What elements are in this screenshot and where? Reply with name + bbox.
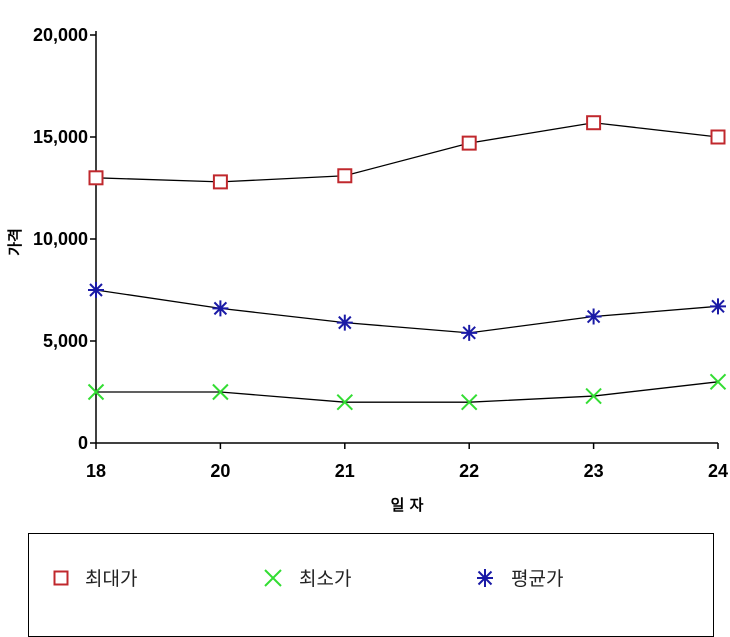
data-point-x bbox=[460, 393, 478, 411]
y-tick-label: 10,000 bbox=[33, 229, 88, 249]
legend-item-max: 최대가 bbox=[53, 564, 137, 591]
legend-label-avg: 평균가 bbox=[511, 568, 564, 590]
y-tick-label: 0 bbox=[78, 433, 88, 453]
data-point-square bbox=[337, 168, 353, 184]
y-tick-label: 5,000 bbox=[43, 331, 88, 351]
legend: 최대가 최소가 평균가 bbox=[28, 533, 714, 637]
data-point-asterisk bbox=[212, 300, 229, 317]
y-tick-label: 20,000 bbox=[33, 25, 88, 45]
x-tick-label: 24 bbox=[708, 461, 728, 481]
legend-label-max: 최대가 bbox=[85, 568, 138, 590]
data-point-asterisk bbox=[88, 282, 104, 298]
data-point-x bbox=[212, 383, 229, 401]
x-axis-title: 일 자 bbox=[391, 496, 424, 514]
data-point-asterisk bbox=[710, 298, 726, 315]
series-line-1 bbox=[96, 381, 719, 403]
data-point-square bbox=[88, 170, 104, 186]
data-point-square bbox=[710, 129, 726, 145]
legend-square-marker-icon bbox=[53, 570, 69, 585]
data-point-x bbox=[336, 393, 354, 411]
data-point-x bbox=[585, 387, 602, 405]
x-tick-label: 21 bbox=[335, 461, 355, 481]
series-line-0 bbox=[95, 122, 719, 183]
series-line-2 bbox=[95, 289, 719, 334]
legend-item-avg: 평균가 bbox=[475, 564, 563, 591]
data-point-square bbox=[461, 135, 477, 151]
y-axis-title: 가격 bbox=[6, 228, 24, 256]
data-point-x bbox=[709, 373, 727, 391]
data-point-square bbox=[586, 115, 602, 131]
series-markers bbox=[87, 115, 727, 411]
data-point-asterisk bbox=[585, 308, 602, 325]
y-tick-label: 15,000 bbox=[33, 127, 88, 147]
line-chart: 0 5,000 10,000 15,000 20,000 18 20 21 22 23 24 일 자… bbox=[6, 25, 728, 514]
legend-x-marker-icon bbox=[264, 568, 282, 587]
data-point-square bbox=[212, 174, 228, 190]
legend-label-min: 최소가 bbox=[299, 568, 352, 590]
x-tick-label: 22 bbox=[459, 461, 479, 481]
legend-asterisk-marker-icon bbox=[477, 568, 493, 587]
x-tick-label: 18 bbox=[86, 461, 106, 481]
data-point-asterisk bbox=[336, 314, 353, 331]
x-tick-label: 20 bbox=[210, 461, 230, 481]
series-lines bbox=[95, 122, 719, 403]
legend-item-min: 최소가 bbox=[263, 564, 351, 591]
x-tick-label: 23 bbox=[584, 461, 604, 481]
axes: 0 5,000 10,000 15,000 20,000 18 20 21 22 23 24 bbox=[33, 25, 728, 481]
data-point-asterisk bbox=[461, 324, 478, 341]
data-point-x bbox=[87, 383, 105, 401]
